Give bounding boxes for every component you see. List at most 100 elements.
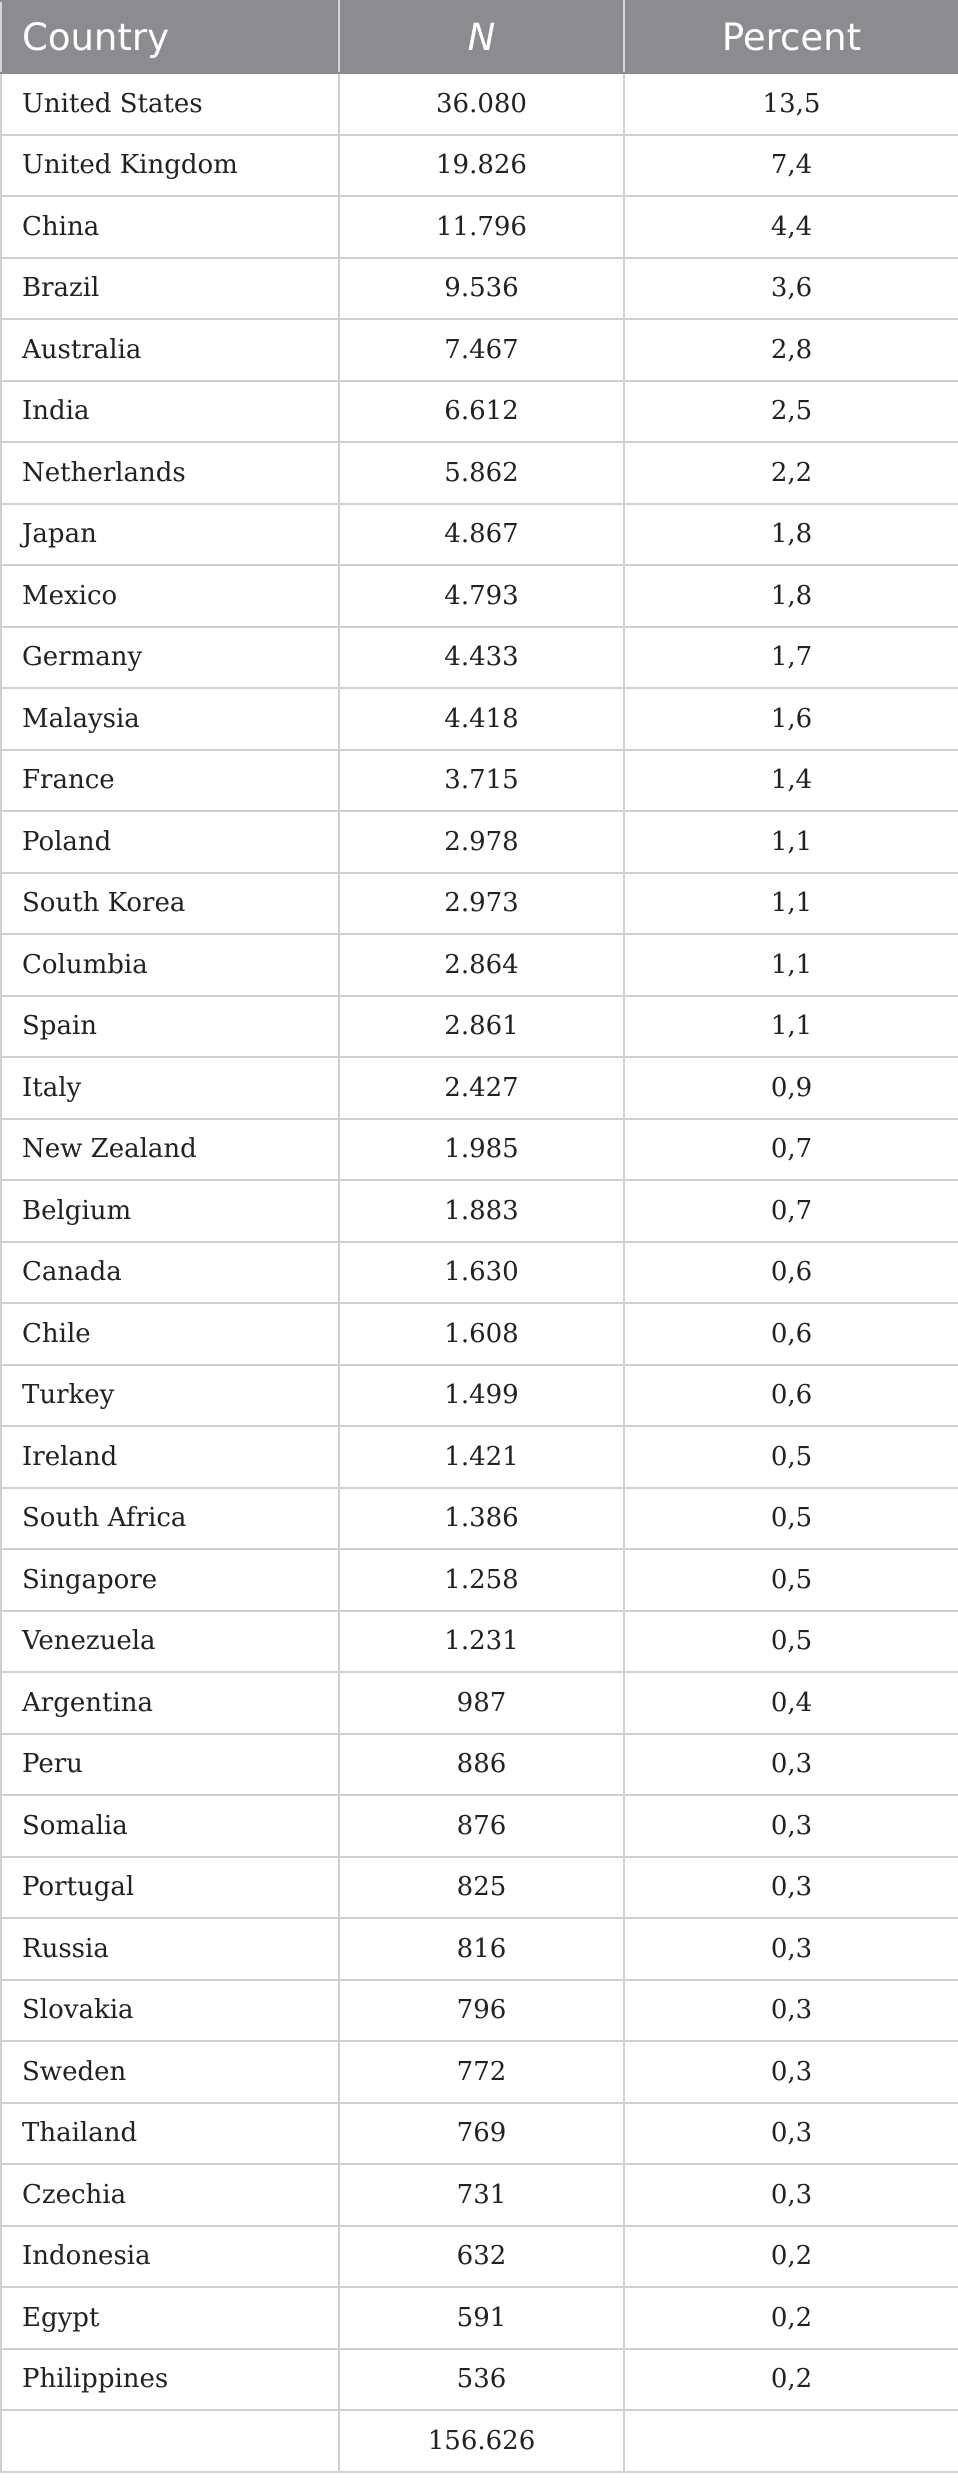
cell-n: 731 [338, 2163, 625, 2227]
cell-country: China [0, 195, 340, 259]
cell-percent: 3,6 [623, 256, 958, 320]
table-row: Venezuela 1.231 0,5 [0, 1609, 958, 1673]
cell-percent: 1,4 [623, 748, 958, 812]
table-row: Portugal 825 0,3 [0, 1855, 958, 1919]
cell-n: 632 [338, 2224, 625, 2288]
cell-n: 1.231 [338, 1609, 625, 1673]
table-row: Canada 1.630 0,6 [0, 1240, 958, 1304]
cell-country [0, 2409, 340, 2473]
table-row: Netherlands 5.862 2,2 [0, 441, 958, 505]
table-row: Russia 816 0,3 [0, 1917, 958, 1981]
cell-percent: 4,4 [623, 195, 958, 259]
table-row: Philippines 536 0,2 [0, 2347, 958, 2411]
table-row: Egypt 591 0,2 [0, 2286, 958, 2350]
cell-country: Japan [0, 502, 340, 566]
table-row: Brazil 9.536 3,6 [0, 256, 958, 320]
cell-percent [623, 2409, 958, 2473]
cell-country: South Africa [0, 1486, 340, 1550]
table-row: Japan 4.867 1,8 [0, 502, 958, 566]
table-header: Country N Percent [0, 0, 958, 74]
cell-percent: 0,3 [623, 2163, 958, 2227]
table-row: Argentina 987 0,4 [0, 1671, 958, 1735]
cell-country: Ireland [0, 1425, 340, 1489]
cell-percent: 1,1 [623, 933, 958, 997]
cell-percent: 2,2 [623, 441, 958, 505]
cell-n: 987 [338, 1671, 625, 1735]
cell-n: 9.536 [338, 256, 625, 320]
cell-n: 11.796 [338, 195, 625, 259]
cell-n: 4.867 [338, 502, 625, 566]
cell-percent: 1,6 [623, 687, 958, 751]
table-row: United States 36.080 13,5 [0, 72, 958, 136]
cell-percent: 2,5 [623, 379, 958, 443]
cell-country: Malaysia [0, 687, 340, 751]
cell-country: Thailand [0, 2101, 340, 2165]
cell-n: 2.973 [338, 871, 625, 935]
cell-n: 772 [338, 2040, 625, 2104]
cell-country: Czechia [0, 2163, 340, 2227]
cell-n: 825 [338, 1855, 625, 1919]
cell-percent: 0,2 [623, 2347, 958, 2411]
cell-country: Indonesia [0, 2224, 340, 2288]
cell-n: 1.630 [338, 1240, 625, 1304]
cell-country: Venezuela [0, 1609, 340, 1673]
table-row: India 6.612 2,5 [0, 379, 958, 443]
cell-n: 1.421 [338, 1425, 625, 1489]
table-row: Germany 4.433 1,7 [0, 625, 958, 689]
table-row: Belgium 1.883 0,7 [0, 1179, 958, 1243]
cell-percent: 0,5 [623, 1548, 958, 1612]
cell-percent: 0,3 [623, 2040, 958, 2104]
cell-country: Singapore [0, 1548, 340, 1612]
cell-country: Canada [0, 1240, 340, 1304]
cell-country: Slovakia [0, 1978, 340, 2042]
cell-country: Germany [0, 625, 340, 689]
cell-percent: 1,1 [623, 810, 958, 874]
cell-percent: 0,4 [623, 1671, 958, 1735]
cell-n: 2.427 [338, 1056, 625, 1120]
cell-n: 4.418 [338, 687, 625, 751]
table-row: New Zealand 1.985 0,7 [0, 1117, 958, 1181]
cell-country: New Zealand [0, 1117, 340, 1181]
cell-percent: 1,8 [623, 564, 958, 628]
cell-percent: 0,5 [623, 1425, 958, 1489]
cell-country: Portugal [0, 1855, 340, 1919]
cell-n: 536 [338, 2347, 625, 2411]
cell-percent: 0,3 [623, 1855, 958, 1919]
cell-percent: 1,1 [623, 994, 958, 1058]
table-row: Indonesia 632 0,2 [0, 2224, 958, 2288]
cell-n: 1.386 [338, 1486, 625, 1550]
cell-country: France [0, 748, 340, 812]
cell-n: 1.985 [338, 1117, 625, 1181]
cell-country: Russia [0, 1917, 340, 1981]
cell-percent: 0,6 [623, 1363, 958, 1427]
table-row: Chile 1.608 0,6 [0, 1302, 958, 1366]
table-row: South Korea 2.973 1,1 [0, 871, 958, 935]
cell-n: 1.608 [338, 1302, 625, 1366]
table-row: Sweden 772 0,3 [0, 2040, 958, 2104]
table-row: South Africa 1.386 0,5 [0, 1486, 958, 1550]
table-row: Czechia 731 0,3 [0, 2163, 958, 2227]
header-row: Country N Percent [0, 0, 958, 74]
cell-country: Spain [0, 994, 340, 1058]
total-row: 156.626 [0, 2409, 958, 2473]
table-row: United Kingdom 19.826 7,4 [0, 133, 958, 197]
cell-country: Australia [0, 318, 340, 382]
cell-country: Turkey [0, 1363, 340, 1427]
cell-percent: 1,8 [623, 502, 958, 566]
cell-n: 19.826 [338, 133, 625, 197]
table-row: Somalia 876 0,3 [0, 1794, 958, 1858]
table-row: France 3.715 1,4 [0, 748, 958, 812]
cell-n: 591 [338, 2286, 625, 2350]
cell-n: 2.861 [338, 994, 625, 1058]
cell-country: Somalia [0, 1794, 340, 1858]
table-row: Mexico 4.793 1,8 [0, 564, 958, 628]
table-row: Australia 7.467 2,8 [0, 318, 958, 382]
cell-country: Egypt [0, 2286, 340, 2350]
cell-n: 6.612 [338, 379, 625, 443]
cell-percent: 0,2 [623, 2286, 958, 2350]
cell-percent: 0,3 [623, 1794, 958, 1858]
cell-percent: 1,1 [623, 871, 958, 935]
cell-country: Argentina [0, 1671, 340, 1735]
table-row: Columbia 2.864 1,1 [0, 933, 958, 997]
